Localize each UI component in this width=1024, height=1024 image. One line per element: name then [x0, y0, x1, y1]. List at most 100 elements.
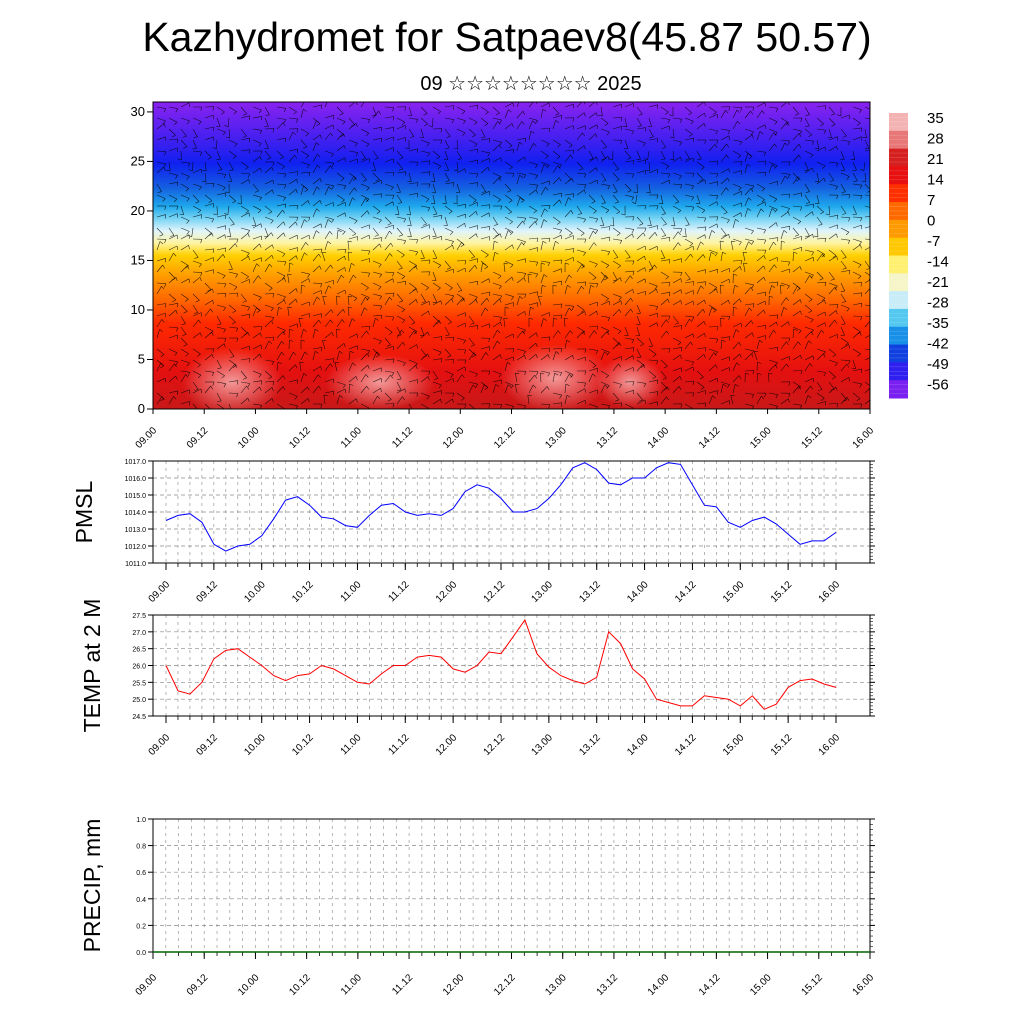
wind-barb — [324, 241, 328, 251]
wind-barb — [516, 156, 525, 163]
wind-barb — [588, 167, 597, 174]
wind-barb-flag — [748, 156, 753, 159]
wind-barb — [864, 260, 870, 269]
wind-barb — [528, 271, 538, 275]
wind-barb — [192, 271, 203, 273]
wind-barb — [300, 234, 310, 240]
wind-barb-flag — [640, 343, 644, 347]
wind-barb-flag — [773, 241, 777, 246]
wind-barb-flag — [825, 213, 830, 216]
wind-barb — [504, 123, 513, 130]
wind-barb-flag — [211, 232, 214, 237]
wind-barb-flag — [344, 256, 346, 261]
wind-barb — [804, 340, 809, 350]
wind-barb — [288, 298, 296, 306]
wind-barb — [612, 172, 620, 180]
wind-barb — [252, 353, 260, 361]
wind-barb — [348, 293, 358, 299]
wind-barb-flag — [608, 158, 613, 161]
wind-barb — [324, 231, 330, 240]
wind-barb — [708, 282, 717, 288]
wind-barb — [756, 325, 766, 328]
wind-barb — [372, 237, 382, 240]
wind-barb — [744, 227, 754, 232]
wind-barb-flag — [543, 164, 548, 168]
wind-barb-flag — [295, 364, 298, 369]
wind-barb-flag — [319, 265, 322, 270]
wind-barb-flag — [631, 201, 636, 205]
wind-barb-flag — [873, 246, 874, 250]
wind-barb-flag — [763, 152, 767, 157]
wind-barb-flag — [464, 260, 467, 265]
wind-barb — [336, 343, 345, 350]
wind-barb-flag — [413, 330, 417, 335]
wind-barb — [540, 205, 551, 207]
wind-barb — [264, 189, 273, 196]
y-axis-label: PRECIP, mm — [79, 819, 105, 953]
x-tick-label: 10.12 — [287, 425, 313, 451]
wind-barb — [312, 347, 322, 350]
wind-barb — [864, 117, 870, 120]
wind-barb — [864, 348, 870, 351]
wind-barb — [744, 303, 754, 306]
wind-barb-flag — [661, 158, 666, 160]
wind-barb — [492, 340, 498, 350]
wind-barb — [660, 125, 670, 130]
wind-barb — [504, 356, 514, 361]
wind-barb-flag — [632, 216, 635, 221]
wind-barb — [276, 362, 279, 372]
wind-barb-flag — [172, 299, 176, 303]
wind-barb-flag — [871, 287, 873, 291]
wind-barb-flag — [642, 143, 646, 147]
wind-barb — [768, 281, 779, 284]
wind-barb-flag — [183, 344, 188, 347]
x-tick-label: 09.12 — [195, 732, 221, 758]
wind-barb-flag — [632, 355, 634, 360]
wind-barb-flag — [495, 112, 500, 116]
wind-barb-flag — [700, 241, 704, 245]
wind-barb-flag — [441, 215, 443, 220]
wind-barb — [612, 260, 621, 266]
wind-barb-flag — [304, 351, 309, 355]
wind-barb — [636, 381, 646, 384]
wind-barb — [192, 388, 202, 394]
wind-barb — [648, 348, 657, 355]
wind-barb — [384, 216, 392, 224]
wind-barb — [792, 299, 801, 306]
wind-barb — [180, 401, 190, 405]
wind-barb — [192, 332, 201, 339]
wind-barb-flag — [197, 353, 201, 357]
wind-barb-flag — [474, 143, 478, 148]
wind-barb-flag — [397, 389, 402, 391]
wind-barb — [312, 253, 319, 262]
wind-barb-flag — [329, 99, 332, 102]
x-tick-label: 11.12 — [390, 425, 415, 450]
wind-barb-flag — [498, 177, 502, 182]
x-tick-label: 10.00 — [236, 972, 262, 998]
wind-barb-flag — [164, 283, 167, 288]
colorbar-box — [889, 166, 908, 185]
wind-barb-flag — [727, 384, 730, 388]
wind-barb-flag — [186, 231, 190, 235]
wind-barb — [456, 374, 463, 383]
wind-barb-flag — [284, 184, 287, 189]
wind-barb — [720, 384, 724, 394]
y-tick-label: 1017.0 — [125, 459, 147, 466]
wind-barb-flag — [272, 189, 274, 194]
wind-barb-flag — [572, 355, 574, 360]
x-tick-label: 09.00 — [147, 732, 173, 758]
wind-barb-flag — [474, 296, 478, 301]
wind-barb — [672, 205, 681, 211]
wind-barb — [730, 241, 734, 251]
wind-barb — [672, 337, 682, 343]
wind-barb-flag — [392, 195, 395, 200]
wind-barb — [468, 265, 476, 273]
wind-barb — [564, 373, 570, 383]
wind-barb — [624, 308, 631, 317]
wind-barb — [528, 384, 534, 394]
wind-barb — [276, 150, 284, 158]
wind-barb — [432, 348, 442, 353]
wind-barb-flag — [224, 212, 228, 216]
x-tick-label: 13.12 — [577, 579, 603, 605]
wind-barb-flag — [832, 354, 837, 358]
